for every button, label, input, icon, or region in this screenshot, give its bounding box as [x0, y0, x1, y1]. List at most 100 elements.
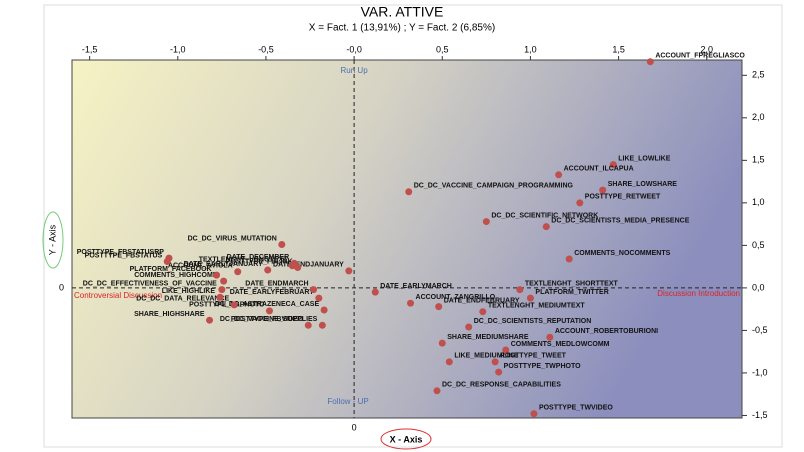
point-label: DATE_DECEMBER [227, 254, 290, 261]
point-label: ACCOUNT_ILCAPUA [564, 166, 634, 173]
point [315, 294, 323, 302]
point-label: POSTTYPE_FBSTATUSRP [77, 249, 165, 256]
point [265, 307, 273, 315]
point [407, 299, 415, 307]
point [288, 262, 296, 270]
point-label: DC_DC_SCIENTISTS_MEDIA_PRESENCE [551, 218, 689, 225]
origin-label: 0 [59, 282, 64, 292]
x-tick-label: 0,5 [436, 44, 449, 54]
point-label: LIKE_HIGHLIKE [162, 288, 216, 295]
point-label: LIKE_LOWLIKE [618, 155, 670, 162]
point-label: POSTTYPE_FBVIDEO [231, 316, 304, 323]
point-label: DC_DC_SCIENTIFIC_NETWORK [491, 212, 598, 219]
point-label: DATE_ENDFEBRUARY [444, 297, 520, 304]
axis-highlight [380, 428, 432, 450]
point [576, 199, 584, 207]
x-tick-label: 2,0 [700, 44, 713, 54]
point-label: DATE_ENDMARCH [245, 280, 308, 287]
point-label: COMMENTS_MEDLOWCOMM [511, 341, 610, 348]
x-tick-label: -0,5 [258, 44, 274, 54]
y-tick-label: -1,0 [752, 367, 768, 377]
axis-highlight [42, 211, 64, 269]
point [491, 358, 499, 366]
point [599, 186, 607, 194]
point-label: DATE_ENDJANUARY [273, 262, 344, 269]
point-label: ACCOUNT_ROBERTOBURIONI [555, 328, 658, 335]
point [479, 308, 487, 316]
point-label: DC_DC_DATA_RELEVANCE [136, 296, 229, 303]
point [163, 258, 171, 266]
point [495, 368, 503, 376]
point [213, 271, 221, 279]
point-label: ACCOUNT_ZANGRILLO [416, 294, 496, 301]
point-label: SHARE_LOWSHARE [608, 181, 678, 188]
annotation: Discussion Introduction [657, 289, 740, 298]
point [530, 410, 538, 418]
point [345, 267, 353, 275]
point [465, 323, 473, 331]
point-label: DATE_EARLYFEBRUARY [230, 289, 314, 296]
point [230, 301, 238, 309]
point [310, 286, 318, 294]
y-tick-label: 0,0 [752, 282, 765, 292]
x-tick-label: 1,0 [524, 44, 537, 54]
y-tick-label: 1,5 [752, 155, 765, 165]
point [218, 286, 226, 294]
point-label: POSTTYPE_TWPHOTO [504, 363, 581, 370]
point-label: DATE_EARLYJANUARY [184, 261, 263, 268]
x-tick-label: -0,0 [346, 44, 362, 54]
origin-label: 0 [352, 422, 357, 432]
x-tick-label: -1,5 [82, 44, 98, 54]
point [555, 171, 563, 179]
point [445, 358, 453, 366]
point-label: ACCOUNT_AVIOLA [168, 263, 233, 270]
point-label: POSTTYPE_FBSTATUS [85, 252, 163, 259]
x-axis-label: X - Axis [390, 434, 423, 444]
point-label: POSTTYPE_FBPHOTO [189, 302, 265, 309]
point [435, 303, 443, 311]
point [438, 339, 446, 347]
y-tick-label: 2,5 [752, 70, 765, 80]
point-label: TEXTLENGHT_SHORTTEXT [525, 280, 619, 287]
annotation: Follow - UP [327, 397, 368, 406]
point [278, 241, 286, 249]
point [646, 58, 654, 66]
point-label: DC_DC_ASTRAZENECA_CASE [215, 301, 320, 308]
point-label: COMMENTS_NOCOMMENTS [574, 250, 670, 257]
point [542, 223, 550, 231]
point-label: POSTTYPE_TWEET [500, 353, 566, 360]
point-label: DC_DC_VACCINE_SUPPLIES [220, 316, 318, 323]
point [220, 277, 228, 285]
point-label: ACCOUNT_FPREGLIASCO [655, 53, 745, 60]
y-tick-label: -0,5 [752, 325, 768, 335]
point [320, 306, 328, 314]
point [371, 288, 379, 296]
point-label: DC_DC_SCIENTISTS_REPUTATION [474, 318, 592, 325]
point [609, 161, 617, 169]
point-label: TEXTLENGHT_MEDIUMTEXT [488, 303, 586, 310]
point-label: SHARE_MEDIUMSHARE [447, 334, 529, 341]
point [206, 316, 214, 324]
y-tick-label: 2,0 [752, 112, 765, 122]
annotation: Run Up [341, 66, 369, 75]
point [234, 268, 242, 276]
point-label: POSTTYPE_TWVIDEO [539, 405, 613, 412]
point-label: COMMENTS_HIGHCOMM [134, 272, 219, 279]
point-label: LIKE_MEDIUMLIKE [454, 353, 519, 360]
point-label: DATE_EARLYMARCH [380, 283, 452, 290]
chart-subtitle: X = Fact. 1 (13,91%) ; Y = Fact. 2 (6,85… [309, 23, 495, 34]
y-axis-label: Y - Axis [47, 224, 57, 255]
y-tick-label: 0,5 [752, 240, 765, 250]
y-tick-label: -1,5 [752, 410, 768, 420]
point-label: TEXTLENGHT_LONGTEXT [199, 257, 288, 264]
x-tick-label: -1,0 [170, 44, 186, 54]
point-label: DC_DC_VACCINE_CAMPAIGN_PROGRAMMING [414, 183, 574, 190]
point [546, 333, 554, 341]
point [304, 321, 312, 329]
point [482, 218, 490, 226]
annotation: Controversial Discussion [74, 291, 162, 300]
point [264, 266, 272, 274]
point-label: PLATFORM_FACEBOOK [130, 266, 212, 273]
point-label: PLATFORM_TWITTER [535, 289, 608, 296]
x-tick-label: 1,5 [612, 44, 625, 54]
